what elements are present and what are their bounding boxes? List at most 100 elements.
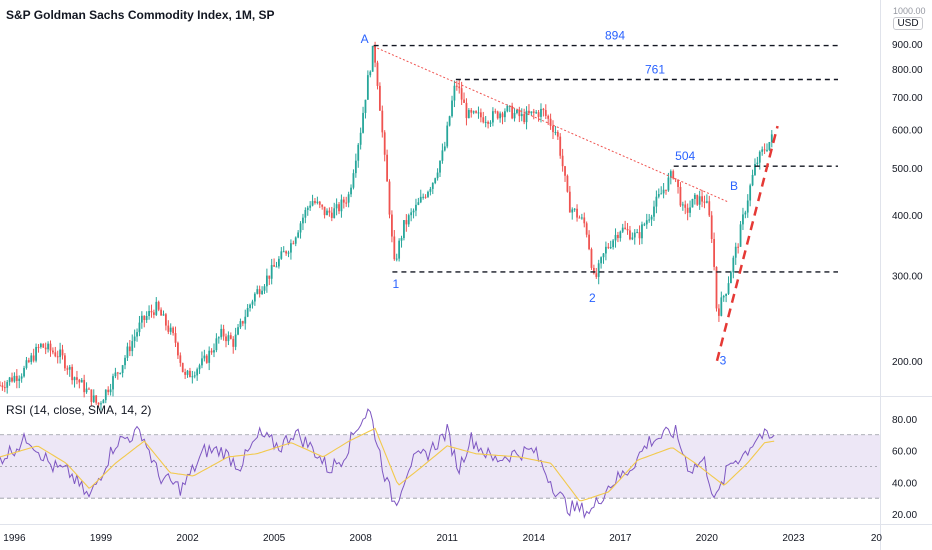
candle[interactable]	[739, 224, 742, 247]
candle[interactable]	[713, 239, 715, 267]
candle[interactable]	[383, 132, 386, 155]
candle[interactable]	[364, 99, 367, 113]
candle[interactable]	[484, 121, 487, 123]
candle[interactable]	[177, 342, 179, 356]
candle[interactable]	[51, 350, 54, 353]
candle[interactable]	[114, 372, 117, 377]
candle[interactable]	[631, 237, 634, 240]
candle[interactable]	[446, 125, 449, 147]
candle[interactable]	[434, 178, 437, 183]
rsi-ma-line[interactable]	[0, 427, 775, 502]
candle[interactable]	[698, 196, 701, 205]
candle[interactable]	[268, 275, 271, 279]
candle[interactable]	[85, 388, 88, 393]
candle[interactable]	[766, 149, 768, 151]
candle[interactable]	[340, 199, 343, 212]
candle[interactable]	[282, 251, 285, 253]
candle[interactable]	[542, 108, 545, 111]
candle[interactable]	[160, 309, 162, 316]
candle[interactable]	[13, 375, 16, 382]
candle[interactable]	[357, 144, 360, 161]
candle[interactable]	[292, 243, 295, 245]
candle[interactable]	[131, 341, 134, 352]
candle[interactable]	[436, 172, 439, 179]
candle[interactable]	[496, 111, 499, 119]
candle[interactable]	[15, 375, 18, 381]
candle[interactable]	[559, 136, 562, 156]
candle[interactable]	[612, 240, 615, 248]
candle[interactable]	[140, 315, 143, 323]
candle[interactable]	[273, 265, 275, 267]
candle[interactable]	[722, 295, 725, 298]
candle[interactable]	[97, 402, 100, 405]
candle[interactable]	[479, 112, 482, 118]
candle[interactable]	[460, 88, 463, 100]
candle[interactable]	[232, 338, 235, 347]
candle[interactable]	[633, 232, 636, 238]
candle[interactable]	[751, 174, 754, 186]
candle[interactable]	[302, 217, 304, 224]
candle[interactable]	[244, 316, 247, 324]
candle[interactable]	[165, 314, 167, 326]
candle[interactable]	[763, 149, 766, 151]
candle[interactable]	[220, 328, 223, 338]
candle[interactable]	[342, 199, 345, 203]
candle[interactable]	[566, 175, 569, 192]
candle[interactable]	[121, 365, 124, 373]
candle[interactable]	[556, 131, 559, 137]
candle[interactable]	[49, 343, 52, 351]
candle[interactable]	[345, 202, 348, 204]
candle[interactable]	[261, 290, 263, 295]
candle[interactable]	[210, 350, 213, 353]
candle[interactable]	[657, 194, 660, 197]
candle[interactable]	[314, 201, 316, 203]
candle[interactable]	[564, 166, 566, 176]
candle[interactable]	[225, 336, 227, 342]
candle[interactable]	[477, 112, 480, 114]
candle[interactable]	[239, 321, 242, 328]
candle[interactable]	[441, 150, 444, 161]
candle[interactable]	[366, 75, 369, 100]
candle[interactable]	[80, 379, 83, 383]
candle[interactable]	[378, 85, 381, 111]
candle[interactable]	[580, 217, 583, 219]
candle[interactable]	[705, 201, 708, 203]
candle[interactable]	[294, 237, 297, 244]
candle[interactable]	[44, 347, 47, 350]
candle[interactable]	[746, 200, 749, 213]
candle[interactable]	[624, 227, 627, 230]
candle[interactable]	[412, 210, 415, 213]
candle[interactable]	[285, 251, 288, 254]
candle[interactable]	[491, 111, 494, 123]
candle[interactable]	[145, 316, 148, 321]
candle[interactable]	[578, 217, 581, 219]
candle[interactable]	[174, 333, 177, 343]
candle[interactable]	[405, 220, 408, 225]
candle[interactable]	[169, 327, 172, 332]
candle[interactable]	[92, 395, 95, 402]
candle[interactable]	[316, 201, 319, 203]
candle[interactable]	[754, 164, 756, 175]
candle[interactable]	[347, 194, 350, 203]
candle[interactable]	[376, 62, 379, 86]
candle[interactable]	[650, 216, 653, 220]
candle[interactable]	[400, 238, 403, 241]
candle[interactable]	[241, 321, 244, 324]
candle[interactable]	[532, 111, 535, 113]
candle[interactable]	[689, 207, 691, 213]
candle[interactable]	[198, 365, 201, 370]
candle[interactable]	[189, 370, 191, 378]
candle[interactable]	[25, 360, 28, 368]
candle[interactable]	[222, 328, 225, 337]
candle[interactable]	[453, 85, 456, 101]
candle[interactable]	[718, 308, 720, 316]
candle[interactable]	[407, 215, 410, 225]
candle[interactable]	[304, 209, 307, 218]
candle[interactable]	[8, 377, 11, 383]
candle[interactable]	[520, 114, 523, 117]
candle[interactable]	[278, 258, 280, 267]
candle[interactable]	[665, 189, 667, 191]
candle[interactable]	[530, 111, 533, 114]
candle[interactable]	[88, 388, 90, 390]
